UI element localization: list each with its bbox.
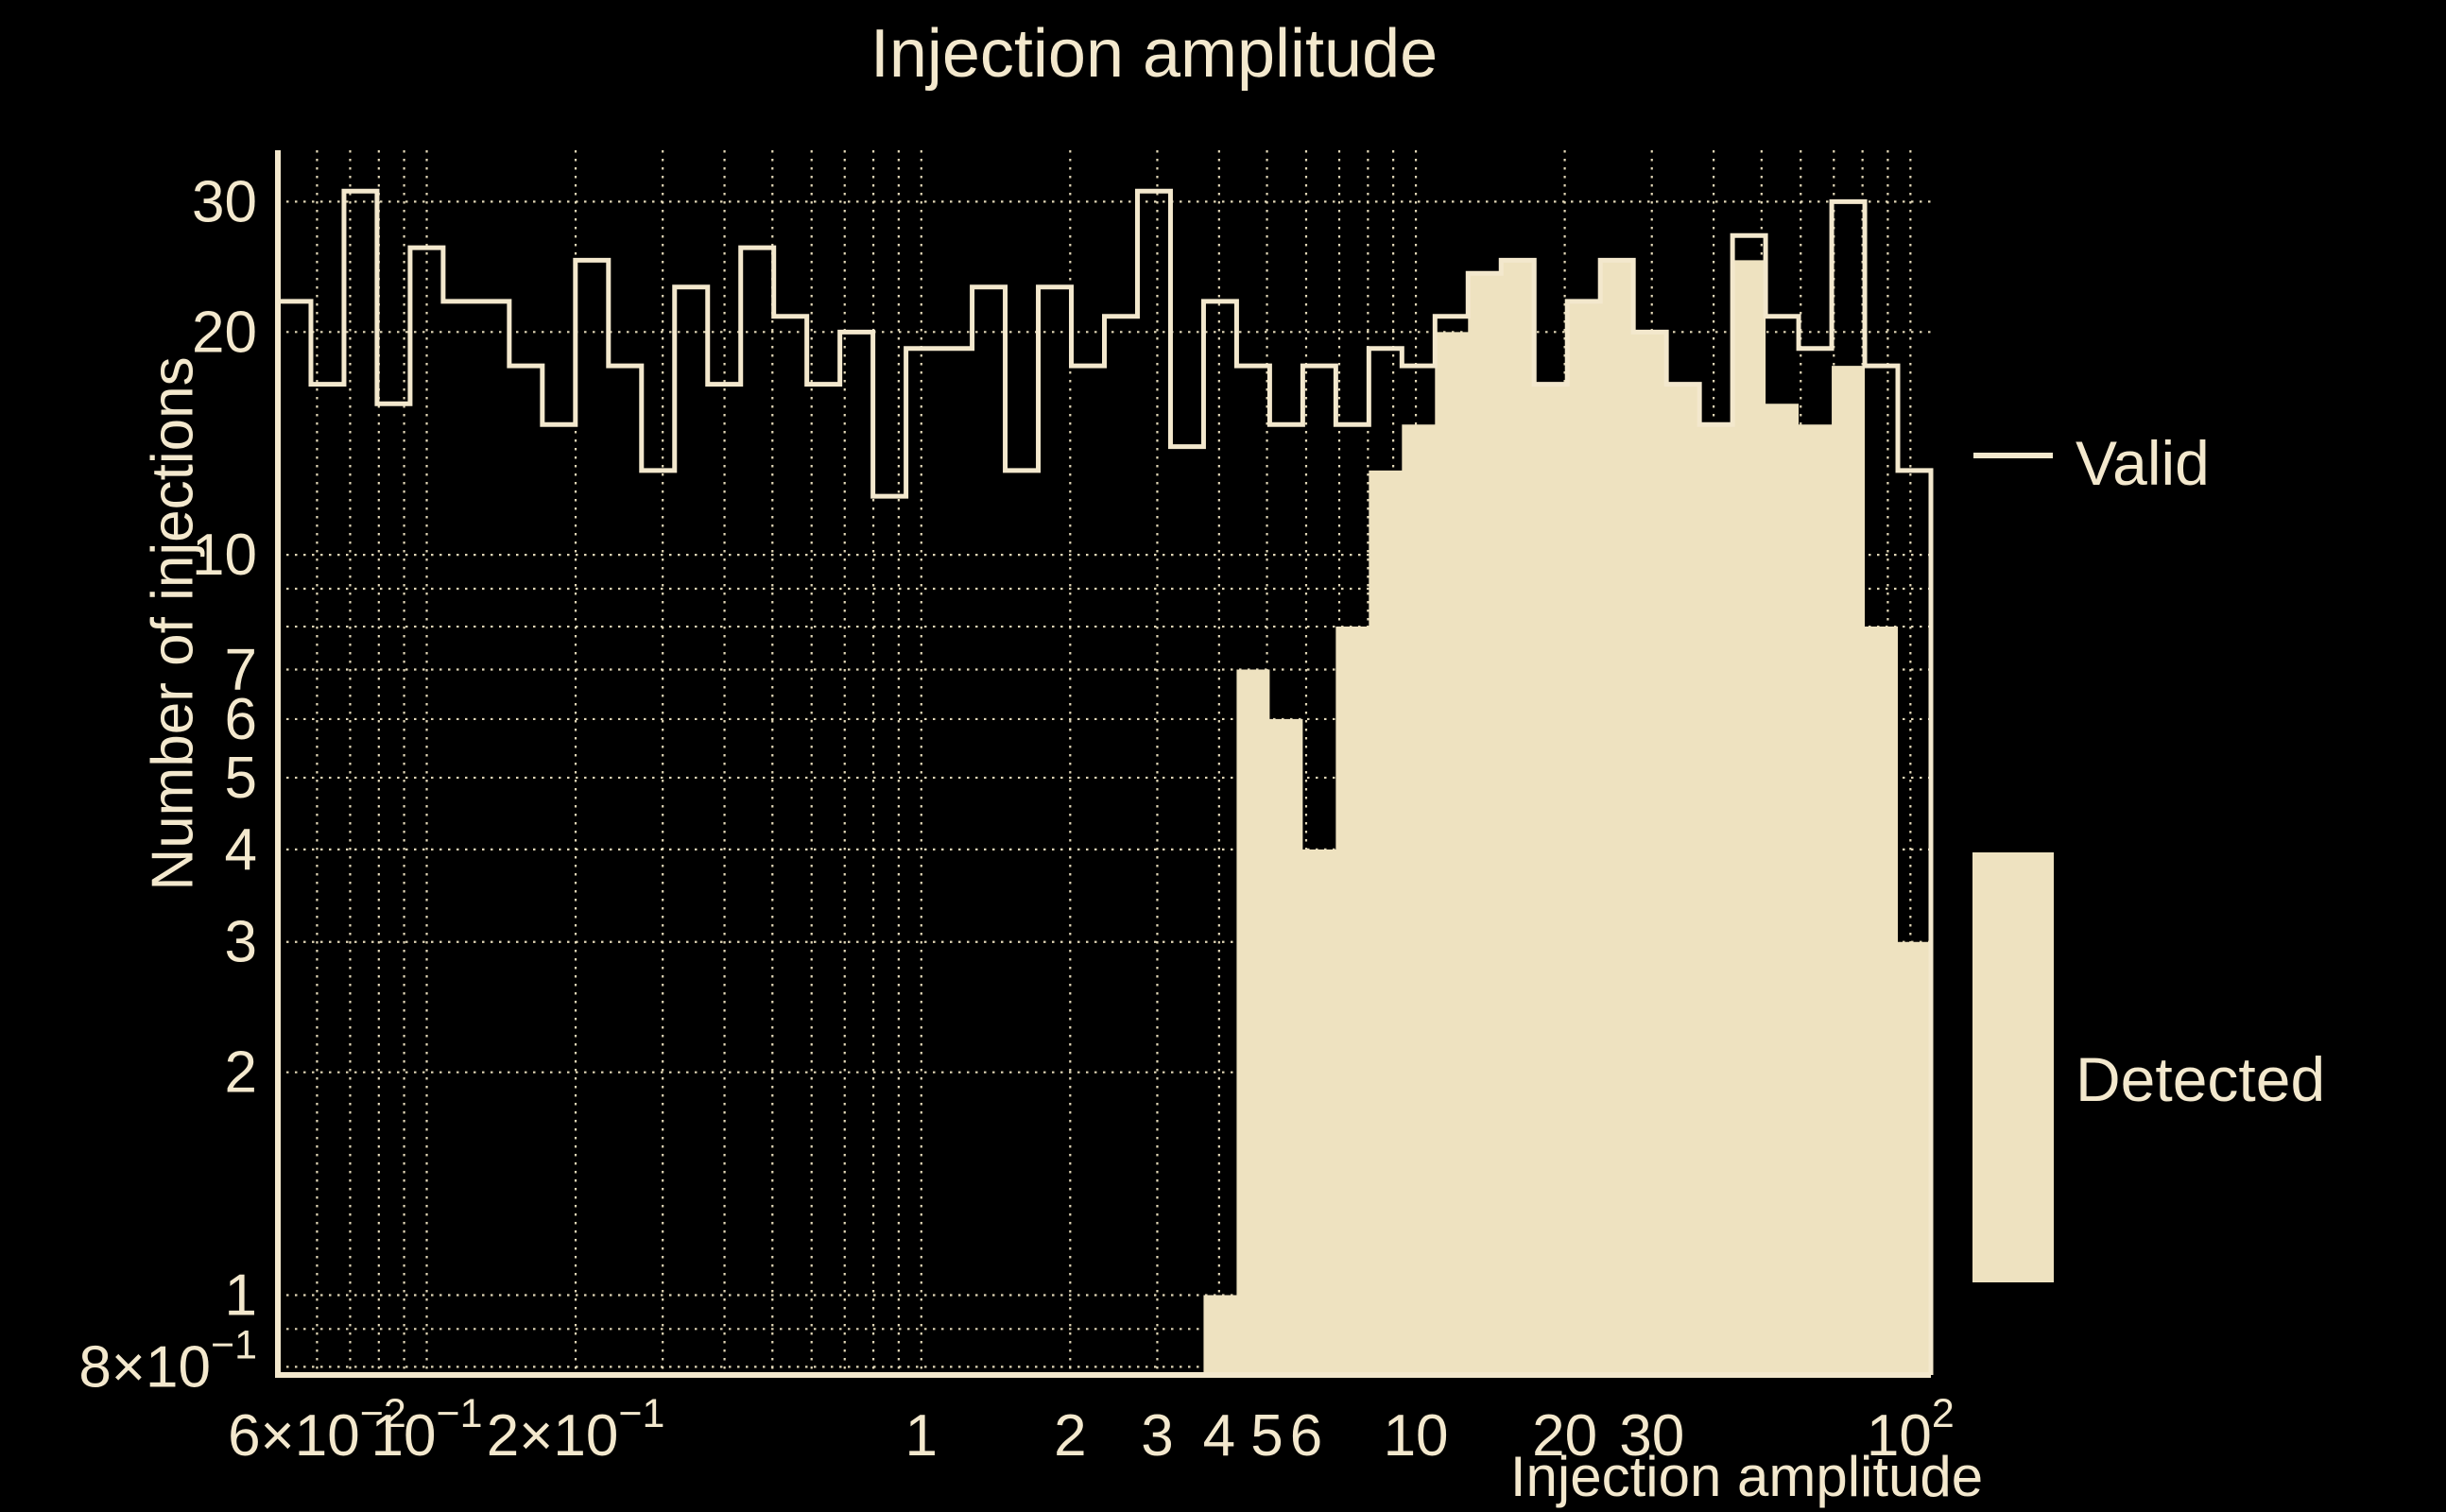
valid-step-line [275,188,1934,1375]
x-tick-label: 102 [1867,1391,1955,1469]
y-axis-label: Number of injections [140,356,206,891]
x-axis-label: Injection amplitude [1509,1445,1984,1508]
x-tick-label: 10−1 [371,1391,483,1469]
x-tick-label: 4 [1203,1403,1235,1469]
y-tick-label: 10 [192,523,257,588]
x-tick-label: 3 [1141,1403,1173,1469]
x-tick-label: 5 [1250,1403,1283,1469]
y-tick-label: 6 [225,687,257,752]
x-tick-label: 6 [1290,1403,1322,1469]
x-tick-label: 6×10−2 [228,1391,406,1469]
x-tick-label: 10 [1384,1403,1449,1469]
y-tick-label: 2 [225,1040,257,1106]
detected-fill-area [1203,260,1931,1375]
legend-valid-label: Valid [2076,428,2210,498]
y-tick-label: 3 [225,910,257,975]
x-tick-label: 30 [1619,1403,1684,1469]
legend-valid-line-icon [1973,453,2053,458]
y-tick-label: 1 [225,1263,257,1328]
chart-title: Injection amplitude [870,16,1438,92]
y-tick-label: 5 [225,746,257,811]
y-tick-label: 30 [192,169,257,234]
legend-detected-label: Detected [2076,1044,2326,1114]
x-tick-label: 1 [905,1403,938,1469]
x-tick-label: 2 [1054,1403,1086,1469]
y-tick-label: 20 [192,300,257,365]
y-tick-label: 4 [225,817,257,883]
y-tick-label: 8×10−1 [78,1322,257,1400]
x-tick-label: 20 [1532,1403,1597,1469]
x-tick-label: 2×10−1 [487,1391,665,1469]
legend-detected-swatch-icon [1972,852,2054,1282]
y-tick-label: 7 [225,637,257,702]
